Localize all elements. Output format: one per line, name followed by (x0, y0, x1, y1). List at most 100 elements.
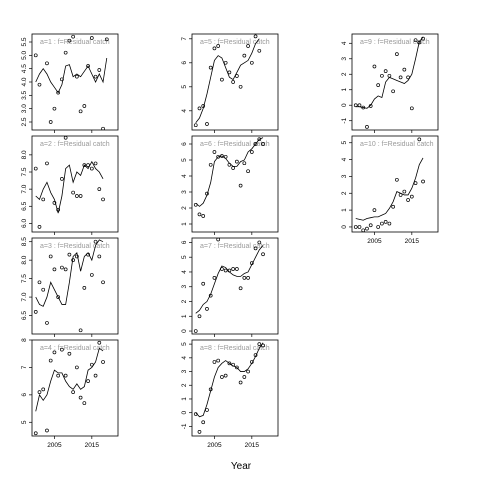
y-tick-label: 5 (21, 420, 28, 424)
data-point (395, 52, 399, 56)
data-point (63, 136, 68, 140)
y-tick-label: 0 (341, 225, 348, 229)
data-point (235, 74, 239, 78)
panel-label: a=1 : f=Residual catch (40, 39, 110, 46)
data-point (249, 60, 254, 65)
panel-1: 2.5 3.0 3.5 4.0 4.5 5.0 5.5 a=1 : f=Residual ca… (21, 33, 119, 133)
data-point (56, 373, 61, 378)
data-point (75, 254, 79, 259)
data-point (409, 106, 414, 111)
y-tick-label: 1 (341, 88, 348, 92)
panel-label: a=3 : f=Residual catch (40, 243, 110, 250)
data-point (45, 321, 49, 325)
x-tick-label: 2005 (47, 442, 62, 449)
data-point (368, 223, 373, 228)
y-tick-label: 8.0 (21, 150, 28, 159)
data-point (231, 267, 235, 271)
data-point (376, 225, 381, 229)
y-tick-label: 6.0 (21, 219, 28, 228)
data-point (48, 358, 53, 363)
data-point (48, 120, 53, 124)
fitted-line (35, 57, 108, 94)
data-point (67, 351, 72, 356)
data-point (216, 238, 221, 242)
y-tick-label: 1 (341, 208, 348, 212)
data-point (37, 390, 42, 394)
data-point (406, 198, 410, 202)
data-point (372, 208, 377, 212)
panel-4: 5 6 7 8 2005 2015 a=4 : f=Residual catch (21, 338, 119, 449)
data-point (56, 207, 61, 212)
fitted-line (195, 342, 264, 418)
data-point (242, 161, 247, 166)
x-tick-label: 2005 (207, 442, 222, 449)
data-point (231, 80, 235, 84)
y-tick-label: 0 (341, 103, 348, 107)
y-tick-label: 3 (181, 190, 188, 194)
data-point (71, 34, 75, 39)
data-point (257, 137, 262, 142)
y-tick-label: -1 (341, 117, 348, 123)
panel-label: a=2 : f=Residual catch (40, 141, 110, 148)
data-point (402, 189, 407, 194)
data-point (220, 154, 224, 158)
data-point (398, 75, 403, 80)
panel-6: 1 2 3 4 5 6 a=6 : f=Residual catch (181, 135, 279, 235)
data-point (67, 38, 72, 43)
panel-label: a=8 : f=Residual catch (200, 345, 270, 352)
data-point (253, 246, 258, 251)
data-point (223, 268, 228, 273)
data-point (391, 89, 395, 94)
data-point (376, 83, 381, 87)
data-point (223, 154, 228, 159)
panel-frame (31, 339, 119, 437)
data-point (75, 74, 79, 79)
data-point (52, 350, 57, 355)
y-tick-label: 1 (181, 314, 188, 318)
y-tick-label: 3.5 (21, 90, 28, 99)
data-point (365, 125, 369, 129)
data-point (93, 74, 98, 79)
y-tick-label: 7 (21, 365, 28, 369)
data-point (41, 387, 46, 392)
data-point (357, 225, 362, 229)
data-point (63, 50, 68, 55)
data-point (201, 214, 206, 218)
data-point (197, 314, 202, 319)
y-tick-label: 5 (181, 342, 188, 346)
data-point (238, 380, 243, 385)
data-point (101, 197, 105, 202)
data-point (216, 44, 221, 48)
y-tick-label: 5 (181, 255, 188, 259)
fitted-line (195, 38, 260, 124)
panel-frame (191, 237, 279, 335)
data-point (52, 267, 57, 272)
panel-plot-area (353, 137, 425, 232)
data-point (391, 204, 395, 209)
fitted-line (195, 245, 264, 314)
data-point (365, 226, 369, 231)
data-point (231, 166, 235, 170)
y-tick-label: -1 (181, 423, 188, 429)
data-point (212, 46, 217, 51)
data-point (93, 239, 98, 244)
fitted-line (35, 239, 104, 307)
x-tick-label: 2015 (85, 442, 100, 449)
y-tick-label: 7.0 (21, 184, 28, 193)
data-point (208, 65, 213, 70)
data-point (421, 36, 425, 41)
data-point (97, 340, 102, 345)
data-point (242, 375, 247, 379)
y-tick-label: 5 (341, 141, 348, 145)
data-point (201, 281, 206, 286)
data-point (201, 104, 206, 108)
y-tick-label: 4 (181, 109, 188, 113)
data-point (82, 401, 87, 405)
data-point (417, 40, 422, 45)
data-point (253, 34, 258, 39)
data-point (387, 73, 392, 78)
data-point (78, 194, 83, 198)
data-point (208, 293, 213, 298)
panel-7: 0 1 2 3 4 5 6 a=7 : f=Residual catch (181, 237, 279, 337)
panel-frame (31, 33, 119, 131)
